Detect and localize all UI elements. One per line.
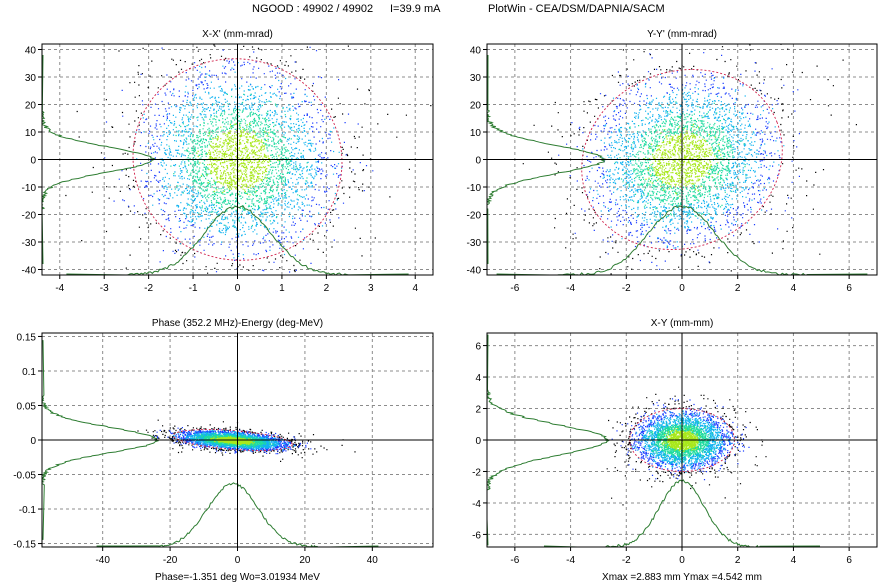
y-tick-label: -10 — [22, 183, 37, 194]
plot-area — [42, 44, 432, 275]
particle-outer-core — [611, 398, 750, 481]
x-tick-label: 40 — [367, 555, 379, 566]
y-tick-label: 10 — [470, 128, 482, 139]
y-tick-label: 20 — [25, 101, 37, 112]
y-tick-label: -40 — [467, 266, 482, 277]
particle-center — [196, 123, 281, 196]
x-tick-label: -2 — [622, 555, 631, 566]
x-tick-label: 1 — [279, 283, 285, 294]
chart-title: X-X' (mm-mrad) — [202, 29, 273, 40]
x-tick-label: -40 — [95, 555, 110, 566]
y-tick-label: -6 — [472, 530, 481, 541]
x-tick-label: 3 — [368, 283, 374, 294]
x-tick-label: 4 — [791, 283, 797, 294]
y-tick-label: 2 — [475, 405, 481, 416]
plot-area — [487, 44, 868, 275]
y-tick-label: 0 — [30, 156, 36, 167]
particle-outer-core — [558, 52, 800, 270]
particle-center — [210, 436, 255, 446]
x-tick-label: 0 — [679, 555, 685, 566]
y-tick-label: -20 — [467, 211, 482, 222]
rms-ellipse — [173, 429, 293, 451]
y-tick-label: 10 — [25, 128, 37, 139]
x-tick-label: 0 — [235, 283, 241, 294]
particle-mid-core — [631, 408, 736, 473]
y-tick-label: -0.05 — [13, 471, 36, 482]
x-tick-label: 2 — [324, 283, 330, 294]
chart-footer: Xmax =2.883 mm Ymax =4.542 mm — [602, 572, 762, 583]
chart-phase-energy: -40 -20 0 20 40 -0.15 -0.1 -0.05 0 0.05 0.1 0.15 Pha… — [13, 318, 434, 583]
particle-halo — [137, 419, 356, 462]
y-tick-label: 0 — [475, 436, 481, 447]
x-tick-label: -2 — [144, 283, 153, 294]
particle-inner-core — [648, 419, 717, 463]
y-tick-label: -10 — [467, 183, 482, 194]
y-tick-label: -40 — [22, 266, 37, 277]
y-tick-label: 0.05 — [17, 401, 37, 412]
y-tick-label: 30 — [25, 73, 37, 84]
y-tick-label: 0.1 — [22, 367, 36, 378]
y-tick-label: 40 — [470, 46, 482, 57]
particle-mid-core — [582, 73, 785, 250]
y-tick-label: -0.15 — [13, 540, 36, 551]
x-tick-label: 0 — [679, 283, 685, 294]
y-tick-label: -2 — [472, 467, 481, 478]
x-tick-label: 6 — [846, 555, 852, 566]
y-tick-label: 20 — [470, 101, 482, 112]
particle-halo — [65, 44, 432, 275]
x-tick-label: -4 — [566, 283, 575, 294]
y-tick-label: -20 — [22, 211, 37, 222]
x-tick-label: 6 — [846, 283, 852, 294]
y-tick-label: -30 — [22, 238, 37, 249]
plot-header: NGOOD : 49902 / 49902 I=39.9 mA PlotWin … — [0, 3, 885, 17]
y-tick-label: 40 — [25, 46, 37, 57]
rms-ellipse — [132, 58, 343, 261]
program-info: PlotWin - CEA/DSM/DAPNIA/SACM — [488, 3, 665, 15]
y-tick-label: 30 — [470, 73, 482, 84]
y-tick-label: -30 — [467, 238, 482, 249]
ngood-count: NGOOD : 49902 / 49902 — [252, 3, 374, 15]
beam-current: I=39.9 mA — [390, 3, 441, 15]
chart-footer: Phase=-1.351 deg Wo=3.01934 MeV — [155, 572, 320, 583]
y-tick-label: 0 — [475, 156, 481, 167]
y-tick-label: 6 — [475, 342, 481, 353]
chart-title: Y-Y' (mm-mrad) — [647, 29, 717, 40]
x-tick-label: -3 — [100, 283, 109, 294]
x-tick-label: 2 — [735, 555, 741, 566]
chart-title: X-Y (mm-mm) — [651, 318, 714, 329]
x-tick-label: -20 — [163, 555, 178, 566]
x-tick-label: -6 — [510, 555, 519, 566]
y-tick-label: 0.15 — [17, 332, 37, 343]
particle-center — [643, 123, 723, 197]
x-tick-label: 0 — [235, 555, 241, 566]
x-tick-label: -1 — [189, 283, 198, 294]
y-tick-label: 4 — [475, 373, 481, 384]
plot-area — [487, 334, 821, 547]
x-tick-label: 20 — [299, 555, 311, 566]
x-tick-label: 2 — [735, 283, 741, 294]
particle-mid-core — [173, 429, 295, 452]
chart-x-y: -6 -4 -2 0 2 4 6 -6 -4 -2 0 2 4 6 X-Y (mm-mm) Xmax =2.8… — [472, 318, 878, 583]
y-tick-label: -4 — [472, 499, 481, 510]
x-tick-label: 4 — [412, 283, 418, 294]
x-tick-label: 4 — [791, 555, 797, 566]
x-tick-label: -4 — [566, 555, 575, 566]
particle-outer-core — [154, 427, 312, 455]
chart-title: Phase (352.2 MHz)-Energy (deg-MeV) — [152, 318, 323, 329]
x-tick-label: -6 — [510, 283, 519, 294]
x-tick-label: -2 — [622, 283, 631, 294]
x-tick-label: -4 — [55, 283, 64, 294]
particle-mid-core — [135, 62, 343, 259]
rms-ellipse — [581, 69, 783, 250]
y-tick-label: 0 — [30, 436, 36, 447]
y-tick-label: -0.1 — [19, 505, 37, 516]
